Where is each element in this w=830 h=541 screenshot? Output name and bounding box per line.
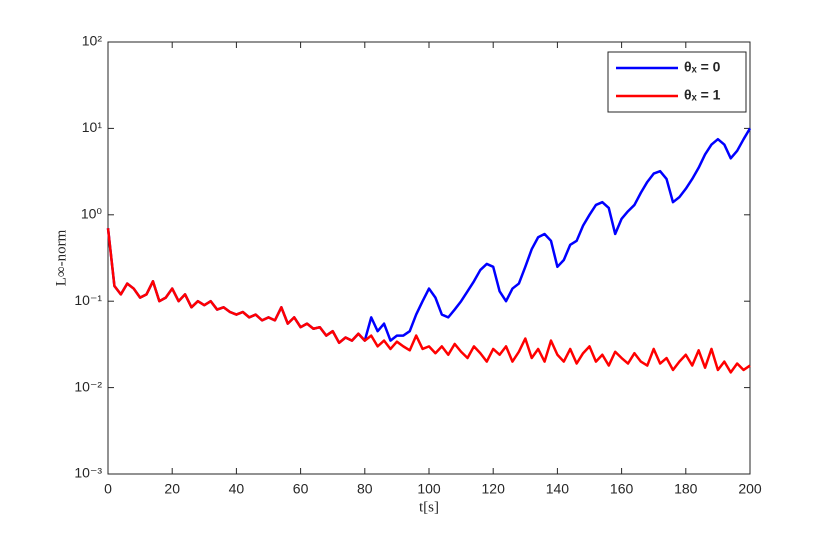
legend-box <box>607 51 747 113</box>
x-tick-label: 200 <box>738 481 762 497</box>
legend-label: θₓ = 0 <box>684 59 721 75</box>
plot-frame <box>107 41 751 475</box>
y-tick-label: 10⁻² <box>74 378 102 394</box>
x-tick-label: 60 <box>293 481 309 497</box>
x-axis-label: t[s] <box>419 499 439 515</box>
x-tick-label: 120 <box>482 481 506 497</box>
y-tick-label: 10² <box>82 33 103 49</box>
series-line <box>106 228 751 374</box>
y-tick-label: 10⁻¹ <box>74 292 102 308</box>
y-tick-label: 10¹ <box>82 119 103 135</box>
y-axis-label: L∞-norm <box>53 229 69 286</box>
x-tick-label: 80 <box>357 481 373 497</box>
y-tick-label: 10⁻³ <box>74 465 102 481</box>
legend-label: θₓ = 1 <box>684 87 721 103</box>
x-tick-label: 100 <box>417 481 441 497</box>
x-tick-label: 140 <box>546 481 570 497</box>
x-tick-label: 40 <box>229 481 245 497</box>
x-tick-label: 0 <box>104 481 112 497</box>
y-tick-label: 10⁰ <box>81 206 103 222</box>
x-tick-label: 160 <box>610 481 634 497</box>
x-tick-label: 180 <box>674 481 698 497</box>
x-tick-label: 20 <box>164 481 180 497</box>
